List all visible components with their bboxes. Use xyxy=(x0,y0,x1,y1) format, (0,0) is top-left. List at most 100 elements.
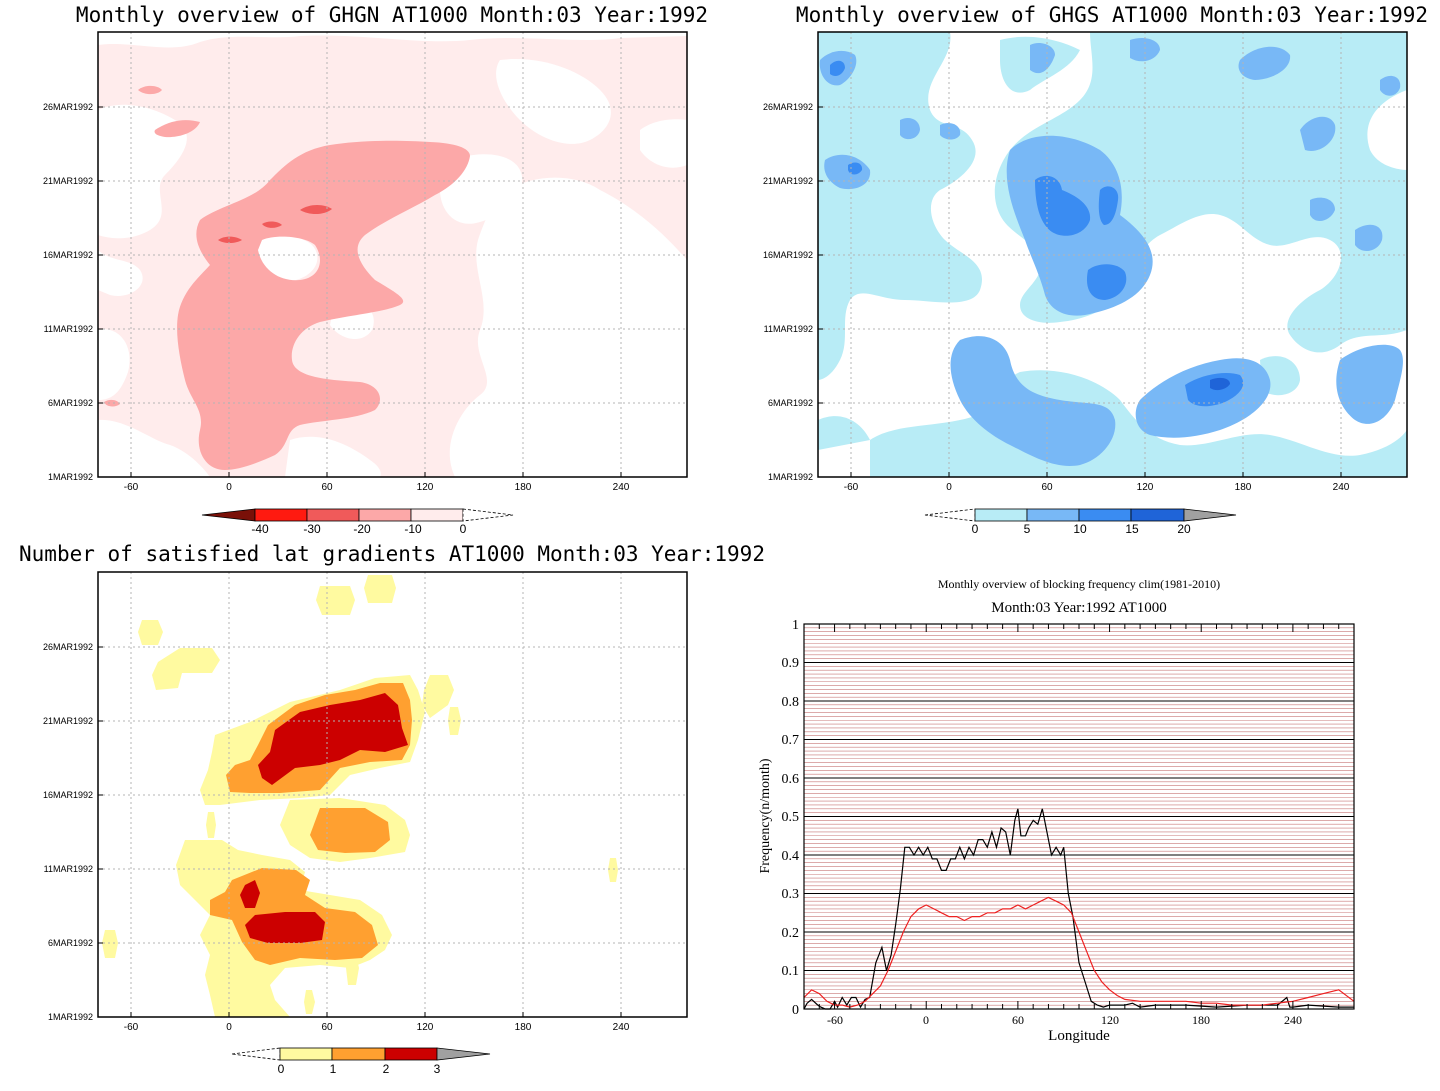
colorbar-tick-label: 5 xyxy=(1024,522,1031,536)
series-line-current xyxy=(803,808,1354,1010)
ghgs-ticks xyxy=(818,106,1342,478)
x-tick-label: 120 xyxy=(417,482,434,493)
y-tick-label: 21MAR1992 xyxy=(43,716,93,726)
x-tick-label: 180 xyxy=(1192,1013,1210,1027)
colorbar-swatch xyxy=(974,508,1028,522)
colorbar-swatch xyxy=(279,1047,333,1061)
colorbar-swatch xyxy=(1130,508,1185,522)
sat-gridlines xyxy=(98,572,687,1017)
colorbar-swatch xyxy=(306,508,360,522)
x-tick-label: 240 xyxy=(613,1022,630,1033)
blocking-subtitle: Month:03 Year:1992 AT1000 xyxy=(991,600,1166,616)
ghgs-colorbar: 0 5 10 15 20 xyxy=(924,508,1237,536)
y-tick-label: 21MAR1992 xyxy=(763,176,813,186)
ghgn-gridlines xyxy=(98,32,687,477)
colorbar-swatch xyxy=(384,1047,438,1061)
x-tick-label: 240 xyxy=(613,482,630,493)
colorbar-swatch xyxy=(331,1047,386,1061)
x-tick-label: 240 xyxy=(1284,1013,1302,1027)
colorbar-tick-label: 0 xyxy=(278,1062,285,1076)
y-tick-label: 0 xyxy=(792,1003,799,1018)
blocking-y-axis-label: Frequency(n/month) xyxy=(758,758,773,873)
blocking-y-tick-labels: 0 0.1 0.2 0.3 0.4 0.5 0.6 0.7 0.8 0.9 1 xyxy=(782,618,800,1018)
y-tick-label: 0.5 xyxy=(782,810,800,825)
x-tick-label: 120 xyxy=(1137,482,1154,493)
colorbar-swatch xyxy=(1026,508,1080,522)
x-tick-label: -60 xyxy=(124,1022,139,1033)
colorbar-swatch xyxy=(358,508,412,522)
ghgs-panel: Monthly overview of GHGS AT1000 Month:03… xyxy=(763,3,1428,536)
colorbar-tick-label: 0 xyxy=(972,522,979,536)
colorbar-tick-label: 2 xyxy=(383,1062,390,1076)
x-tick-label: -60 xyxy=(844,482,859,493)
x-tick-label: -60 xyxy=(827,1013,843,1027)
x-tick-label: -60 xyxy=(124,482,139,493)
sat-ticks xyxy=(98,646,622,1018)
ghgs-x-tick-labels: -60 0 60 120 180 240 xyxy=(844,482,1350,493)
blocking-gridlines xyxy=(804,623,1354,1010)
ghgs-y-tick-labels: 1MAR1992 6MAR1992 11MAR1992 16MAR1992 21… xyxy=(763,102,813,482)
colorbar-tick-label: 15 xyxy=(1125,522,1139,536)
x-tick-label: 180 xyxy=(1235,482,1252,493)
x-tick-label: 0 xyxy=(946,482,952,493)
ghgs-title: Monthly overview of GHGS AT1000 Month:03… xyxy=(796,3,1428,27)
colorbar-tick-label: 10 xyxy=(1073,522,1087,536)
sat-x-tick-labels: -60 0 60 120 180 240 xyxy=(124,1022,630,1033)
y-tick-label: 6MAR1992 xyxy=(48,938,93,948)
x-tick-label: 180 xyxy=(515,482,532,493)
blocking-panel: Monthly overview of blocking frequency c… xyxy=(758,577,1355,1044)
colorbar-max-arrow xyxy=(436,1047,491,1061)
colorbar-tick-label: -40 xyxy=(251,522,269,536)
colorbar-max-arrow xyxy=(1183,508,1237,522)
y-tick-label: 16MAR1992 xyxy=(43,790,93,800)
series-line-climatology xyxy=(803,896,1355,1008)
x-tick-label: 60 xyxy=(321,482,333,493)
x-tick-label: 0 xyxy=(923,1013,929,1027)
x-tick-label: 60 xyxy=(1012,1013,1024,1027)
y-tick-label: 6MAR1992 xyxy=(48,398,93,408)
colorbar-tick-label: 20 xyxy=(1177,522,1191,536)
y-tick-label: 26MAR1992 xyxy=(43,642,93,652)
y-tick-label: 6MAR1992 xyxy=(768,398,813,408)
ghgs-band-10-to-15 xyxy=(830,60,1244,407)
colorbar-tick-label: -10 xyxy=(404,522,422,536)
ghgs-gridlines xyxy=(818,32,1407,477)
colorbar-max-arrow xyxy=(462,508,514,522)
y-tick-label: 0.1 xyxy=(782,964,800,979)
y-tick-label: 0.3 xyxy=(782,887,800,902)
blocking-x-tick-labels: -60 0 60 120 180 240 xyxy=(827,1013,1302,1027)
x-tick-label: 180 xyxy=(515,1022,532,1033)
colorbar-min-arrow xyxy=(231,1047,281,1061)
colorbar-swatch xyxy=(254,508,308,522)
colorbar-tick-label: -30 xyxy=(303,522,321,536)
colorbar-tick-label: 0 xyxy=(460,522,467,536)
x-tick-label: 60 xyxy=(1041,482,1053,493)
ghgn-colorbar: -40 -30 -20 -10 0 xyxy=(201,508,514,536)
ghgn-ticks xyxy=(98,106,622,478)
x-tick-label: 60 xyxy=(321,1022,333,1033)
y-tick-label: 1MAR1992 xyxy=(48,472,93,482)
y-tick-label: 26MAR1992 xyxy=(763,102,813,112)
y-tick-label: 0.6 xyxy=(782,772,800,787)
y-tick-label: 1 xyxy=(792,618,799,633)
blocking-series xyxy=(803,808,1355,1010)
sat-y-tick-labels: 1MAR1992 6MAR1992 11MAR1992 16MAR1992 21… xyxy=(43,642,93,1022)
ghgs-field xyxy=(818,32,1407,477)
ghgn-panel: Monthly overview of GHGN AT1000 Month:03… xyxy=(43,3,708,536)
blocking-title: Monthly overview of blocking frequency c… xyxy=(938,577,1220,591)
colorbar-tick-label: 3 xyxy=(434,1062,441,1076)
colorbar-swatch xyxy=(1078,508,1132,522)
y-tick-label: 0.4 xyxy=(782,849,800,864)
ghgn-field xyxy=(98,32,687,477)
x-tick-label: 0 xyxy=(226,1022,232,1033)
ghgn-band-20-to-30 xyxy=(218,205,332,243)
sat-colorbar: 0 1 2 3 xyxy=(231,1047,491,1076)
y-tick-label: 0.8 xyxy=(782,695,800,710)
colorbar-tick-label: -20 xyxy=(353,522,371,536)
y-tick-label: 11MAR1992 xyxy=(44,864,93,874)
y-tick-label: 11MAR1992 xyxy=(44,324,93,334)
y-tick-label: 1MAR1992 xyxy=(768,472,813,482)
y-tick-label: 16MAR1992 xyxy=(43,250,93,260)
x-tick-label: 120 xyxy=(417,1022,434,1033)
